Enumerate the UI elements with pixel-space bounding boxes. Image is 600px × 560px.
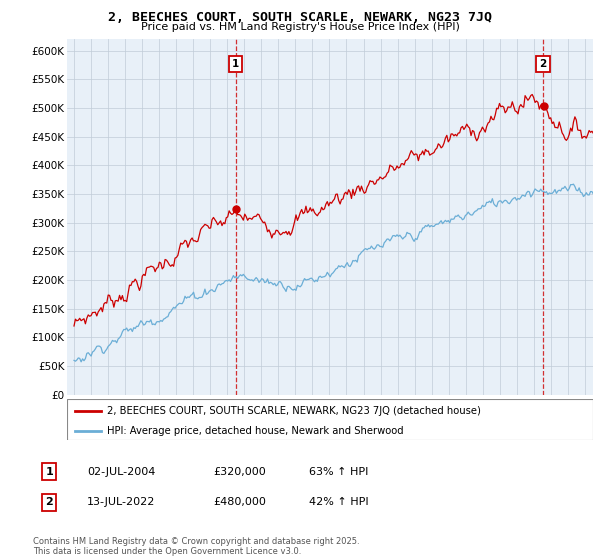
Text: 1: 1 <box>46 466 53 477</box>
Text: 02-JUL-2004: 02-JUL-2004 <box>87 466 155 477</box>
Text: 2: 2 <box>46 497 53 507</box>
Text: 2: 2 <box>539 59 547 69</box>
Text: HPI: Average price, detached house, Newark and Sherwood: HPI: Average price, detached house, Newa… <box>107 426 403 436</box>
Text: 2, BEECHES COURT, SOUTH SCARLE, NEWARK, NG23 7JQ: 2, BEECHES COURT, SOUTH SCARLE, NEWARK, … <box>108 11 492 24</box>
Text: £320,000: £320,000 <box>213 466 266 477</box>
Text: Contains HM Land Registry data © Crown copyright and database right 2025.
This d: Contains HM Land Registry data © Crown c… <box>33 536 359 556</box>
Text: £480,000: £480,000 <box>213 497 266 507</box>
Text: 2, BEECHES COURT, SOUTH SCARLE, NEWARK, NG23 7JQ (detached house): 2, BEECHES COURT, SOUTH SCARLE, NEWARK, … <box>107 405 481 416</box>
Text: 63% ↑ HPI: 63% ↑ HPI <box>309 466 368 477</box>
Text: 1: 1 <box>232 59 239 69</box>
Text: Price paid vs. HM Land Registry's House Price Index (HPI): Price paid vs. HM Land Registry's House … <box>140 22 460 32</box>
Text: 13-JUL-2022: 13-JUL-2022 <box>87 497 155 507</box>
Text: 42% ↑ HPI: 42% ↑ HPI <box>309 497 368 507</box>
